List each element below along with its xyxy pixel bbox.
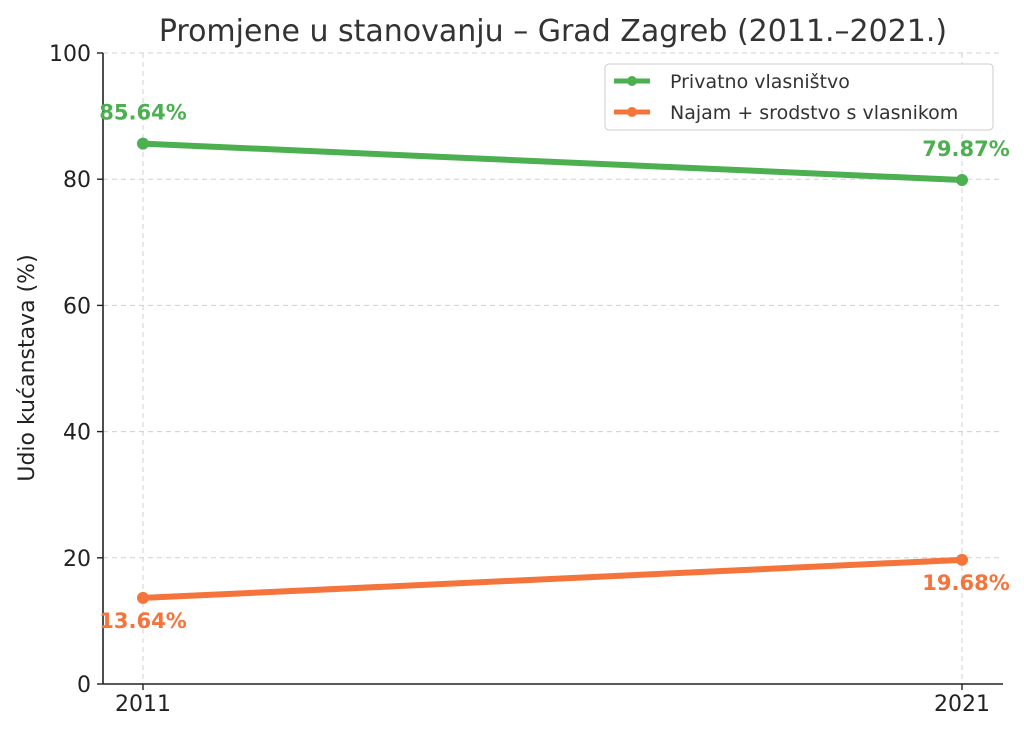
legend-marker-najam [627,107,637,117]
x-tick-label: 2021 [934,692,990,717]
legend-marker-privatno [627,76,637,86]
data-label: 85.64% [99,101,186,125]
data-point [956,174,968,187]
data-label: 13.64% [99,609,186,633]
y-tick-label: 100 [49,42,91,67]
chart-title: Promjene u stanovanju – Grad Zagreb (201… [159,14,947,49]
data-point [956,553,968,566]
data-point [137,591,149,604]
axes: 0 20 40 60 80 100 2011 2021 [49,42,1003,717]
legend: Privatno vlasništvo Najam + srodstvo s v… [604,63,994,131]
y-tick-label: 60 [63,294,91,319]
x-tick-label: 2011 [115,692,171,717]
y-tick-label: 20 [63,547,91,572]
series-group [137,137,968,604]
series-line-1 [140,556,965,601]
legend-label-privatno: Privatno vlasništvo [670,71,850,93]
legend-box [604,63,994,131]
legend-label-najam: Najam + srodstvo s vlasnikom [670,102,958,124]
data-point [137,137,149,150]
y-tick-label: 80 [63,168,91,193]
y-tick-label: 40 [63,421,91,446]
series-line-0 [140,140,965,184]
data-label: 79.87% [922,137,1009,161]
grid [103,52,1003,684]
y-tick-label: 0 [77,673,91,698]
y-axis-label: Udio kućanstava (%) [15,254,40,481]
data-labels: 85.64% 79.87% 13.64% 19.68% [99,101,1009,633]
data-label: 19.68% [922,571,1009,595]
